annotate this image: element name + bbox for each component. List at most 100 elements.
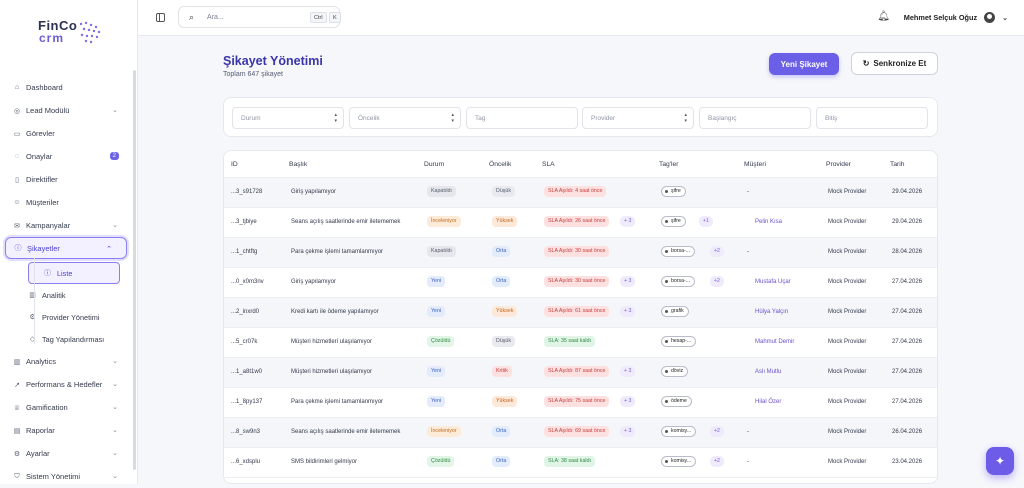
sidebar-item-kampanyalar[interactable]: ✉ Kampanyalar ⌄ — [0, 214, 132, 237]
status-filter-select[interactable]: Durum ▴ ▾ — [232, 107, 344, 129]
cell-title[interactable]: Müşteri hizmetleri ulaşılamıyor — [291, 339, 373, 345]
info-icon: ⓘ — [44, 270, 51, 277]
sidebar-item-gamification[interactable]: ♕ Gamification ⌄ — [0, 396, 132, 419]
cell-title[interactable]: Giriş yapılamıyor — [291, 279, 337, 285]
sidebar-toggle-icon[interactable] — [156, 13, 165, 22]
sidebar-subitem-tag-yapilandirmasi[interactable]: ◇ Tag Yapılandırması — [0, 328, 132, 350]
priority-filter-select[interactable]: Öncelik ▴ ▾ — [349, 107, 461, 129]
customer-link[interactable]: Hülya Yalçın — [755, 309, 789, 315]
sidebar-item-sistem-yonetimi[interactable]: ⛉ Sistem Yönetimi ⌄ — [0, 465, 132, 488]
sidebar-item-label: Lead Modülü — [26, 106, 70, 115]
table-row[interactable]: ...1_a8t1w0 Müşteri hizmetleri ulaşılamıy… — [224, 358, 937, 388]
cell-id[interactable]: ...0_x0m3nv — [231, 279, 264, 285]
bell-icon[interactable]: 🔔︎ — [877, 11, 890, 22]
tag-chip[interactable]: komisy... — [661, 456, 697, 467]
tag-chip[interactable]: hesap-... — [661, 336, 697, 347]
end-date-input[interactable]: Bitiş — [816, 107, 928, 129]
table-row[interactable]: ...1_8py137 Para çekme işlemi tamamlanmıy… — [224, 388, 937, 418]
sidebar-subitem-liste[interactable]: ⓘ Liste — [28, 262, 120, 284]
tag-chip[interactable]: borsa-... — [661, 246, 696, 257]
sla-extra-badge[interactable]: + 3 — [620, 276, 636, 287]
tag-chip[interactable]: döviz — [661, 366, 689, 377]
table-row[interactable]: ...0_x0m3nv Giriş yapılamıyor Yeni Orta SLA … — [224, 268, 937, 298]
tag-chip[interactable]: şifre — [661, 216, 686, 227]
new-complaint-button[interactable]: Yeni Şikayet — [769, 53, 839, 75]
chevron-up-icon: ⌃ — [106, 246, 112, 253]
sidebar-item-analytics[interactable]: ▥ Analytics ⌄ — [0, 350, 132, 373]
cell-id[interactable]: ...6_xdsplu — [231, 459, 261, 465]
sla-extra-badge[interactable]: + 3 — [620, 306, 636, 317]
cell-id[interactable]: ...5_cr07k — [231, 339, 258, 345]
provider-filter-select[interactable]: Provider ▴ ▾ — [582, 107, 694, 129]
search-input[interactable]: ⌕ Ara... Ctrl K — [178, 6, 341, 28]
tag-extra-badge[interactable]: +2 — [710, 246, 724, 257]
sidebar-item-label: Kampanyalar — [26, 221, 71, 230]
cell-id[interactable]: ...3_s91728 — [231, 189, 263, 195]
cell-title[interactable]: Giriş yapılamıyor — [291, 189, 337, 195]
status-badge: Kapatıldı — [427, 246, 456, 257]
cell-title[interactable]: Müşteri hizmetleri ulaşılamıyor — [291, 369, 373, 375]
tag-extra-badge[interactable]: +2 — [710, 276, 724, 287]
table-row[interactable]: ...3_tjbiye Seans açılış saatlerinde emir… — [224, 208, 937, 238]
customer-link[interactable]: Hilal Özer — [755, 399, 782, 405]
sidebar-item-lead-modulu[interactable]: ◎ Lead Modülü ⌄ — [0, 99, 132, 122]
sla-extra-badge[interactable]: + 3 — [620, 426, 636, 437]
customer-link[interactable]: Aslı Mutlu — [755, 369, 782, 375]
sidebar-item-gorevler[interactable]: ▭ Görevler — [0, 122, 132, 145]
tag-chip[interactable]: ödeme — [661, 396, 692, 407]
sidebar-item-musteriler[interactable]: ☺ Müşteriler — [0, 191, 132, 214]
sidebar-scrollbar[interactable] — [133, 70, 136, 470]
sidebar-item-dashboard[interactable]: ⌂ Dashboard — [0, 76, 132, 99]
sidebar-item-raporlar[interactable]: ▤ Raporlar ⌄ — [0, 419, 132, 442]
table-row[interactable]: ...8_sw9n3 Seans açılış saatlerinde emir … — [224, 418, 937, 448]
column-header-sla: SLA — [542, 161, 555, 168]
table-row[interactable]: ...1_chtftg Para çekme işlemi tamamlanmıy… — [224, 238, 937, 268]
cell-provider: Mock Provider — [828, 249, 867, 255]
cell-title[interactable]: Seans açılış saatlerinde emir iletememek — [291, 219, 401, 225]
sla-extra-badge[interactable]: + 3 — [620, 216, 636, 227]
ai-assistant-button[interactable]: ✦ — [986, 447, 1014, 475]
table-row[interactable]: ...3_s91728 Giriş yapılamıyor Kapatıldı Düş… — [224, 178, 937, 208]
cell-title[interactable]: SMS bildirimleri gelmiyor — [291, 459, 358, 465]
tag-extra-badge[interactable]: +2 — [710, 426, 724, 437]
cell-title[interactable]: Kredi kartı ile ödeme yapılamıyor — [291, 309, 379, 315]
priority-badge: Yüksek — [492, 306, 518, 317]
sidebar-item-onaylar[interactable]: ◌ Onaylar 2 — [0, 145, 132, 168]
cell-id[interactable]: ...1_8py137 — [231, 399, 263, 405]
finco-logo[interactable]: FinCo crm — [38, 18, 108, 48]
table-row[interactable]: ...5_cr07k Müşteri hizmetleri ulaşılamıyo… — [224, 328, 937, 358]
tag-chip[interactable]: borsa-... — [661, 276, 696, 287]
tag-extra-badge[interactable]: +2 — [710, 456, 724, 467]
cell-id[interactable]: ...1_chtftg — [231, 249, 258, 255]
sidebar-subitem-provider-yonetimi[interactable]: ⚙ Provider Yönetimi — [0, 306, 132, 328]
tag-chip[interactable]: komisy... — [661, 426, 697, 437]
customer-link[interactable]: Mahmut Demir — [755, 339, 795, 345]
customer-link[interactable]: Mustafa Uçar — [755, 279, 791, 285]
sidebar-item-ayarlar[interactable]: ⚙ Ayarlar ⌄ — [0, 442, 132, 465]
sidebar-item-performans[interactable]: ↗ Performans & Hedefler ⌄ — [0, 373, 132, 396]
sidebar-item-direktifler[interactable]: ▯ Direktifler — [0, 168, 132, 191]
user-menu[interactable]: Mehmet Selçuk Oğuz ⌄ — [904, 12, 1008, 23]
sla-extra-badge[interactable]: + 3 — [620, 366, 636, 377]
gear-icon: ⚙ — [29, 314, 36, 321]
sidebar-subitem-analitik[interactable]: ▥ Analitik — [0, 284, 132, 306]
table-row[interactable]: ...2_inxrd0 Kredi kartı ile ödeme yapılam… — [224, 298, 937, 328]
start-date-input[interactable]: Başlangıç — [699, 107, 811, 129]
cell-title[interactable]: Seans açılış saatlerinde emir iletememek — [291, 429, 401, 435]
sync-button[interactable]: ↻ Senkronize Et — [851, 52, 938, 75]
customer-link[interactable]: Pelin Kısa — [755, 219, 783, 225]
tag-filter-input[interactable]: Tag — [466, 107, 578, 129]
tag-chip[interactable]: grafik — [661, 306, 689, 317]
cell-customer: - — [747, 249, 749, 255]
tag-chip[interactable]: şifre — [661, 186, 686, 197]
cell-title[interactable]: Para çekme işlemi tamamlanmıyor — [291, 399, 384, 405]
sla-extra-badge[interactable]: + 3 — [620, 396, 636, 407]
table-row[interactable]: ...6_xdsplu SMS bildirimleri gelmiyor Çözü… — [224, 448, 937, 478]
cell-id[interactable]: ...3_tjbiye — [231, 219, 257, 225]
cell-id[interactable]: ...2_inxrd0 — [231, 309, 260, 315]
cell-id[interactable]: ...8_sw9n3 — [231, 429, 261, 435]
cell-id[interactable]: ...1_a8t1w0 — [231, 369, 263, 375]
tag-extra-badge[interactable]: +1 — [699, 216, 713, 227]
sidebar-item-sikayetler[interactable]: ⓘ Şikayetler ⌃ — [5, 237, 127, 259]
cell-title[interactable]: Para çekme işlemi tamamlanmıyor — [291, 249, 384, 255]
